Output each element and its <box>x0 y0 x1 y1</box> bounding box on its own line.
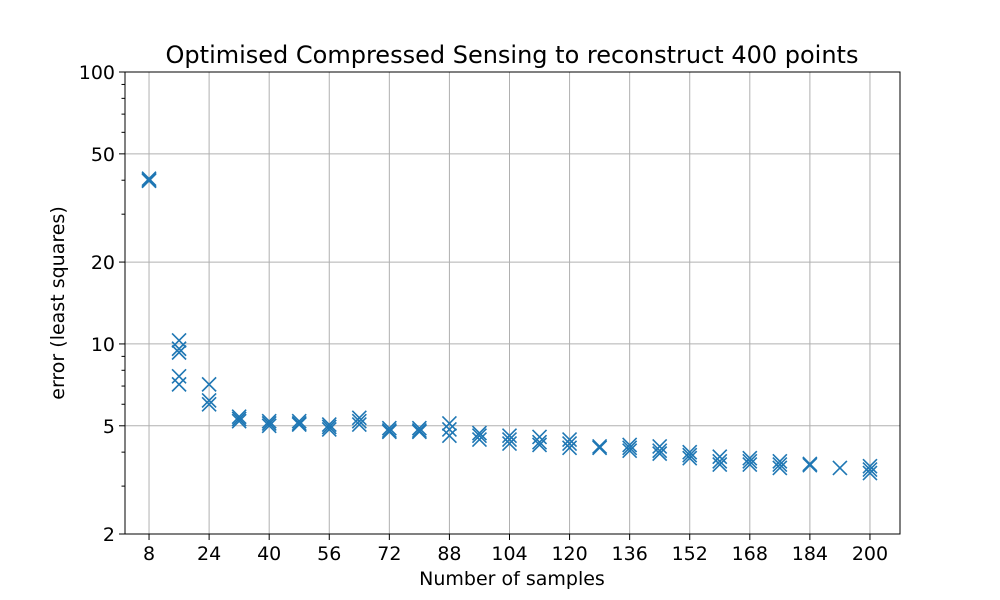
x-tick-label: 24 <box>197 543 221 565</box>
data-point <box>832 460 848 476</box>
x-tick-label: 136 <box>612 543 648 565</box>
data-point <box>682 444 698 460</box>
data-point <box>802 456 818 472</box>
tick-layer: 8 24 40 56 72 88 104 120 136 152 168 184 200 2 5 10 20 50… <box>79 62 888 565</box>
data-point <box>351 417 367 433</box>
data-point <box>531 434 548 450</box>
data-point <box>742 457 758 473</box>
x-tick-label: 104 <box>491 543 527 565</box>
data-point <box>381 420 397 436</box>
data-point <box>592 440 608 456</box>
data-point <box>411 424 427 440</box>
data-point <box>171 368 187 384</box>
data-point <box>652 438 668 454</box>
data-point <box>862 462 878 478</box>
data-point <box>291 415 307 432</box>
data-point <box>471 431 488 448</box>
data-point <box>141 173 157 189</box>
marker-layer <box>141 171 878 481</box>
x-tick-label: 56 <box>317 543 341 565</box>
data-point <box>381 424 397 440</box>
data-point <box>862 458 878 474</box>
data-point <box>261 418 277 434</box>
data-point <box>471 425 488 441</box>
data-point <box>562 436 578 452</box>
data-point <box>531 437 548 453</box>
y-axis-label: error (least squares) <box>47 206 69 400</box>
x-tick-label: 8 <box>143 543 155 565</box>
data-point <box>441 428 457 444</box>
data-point <box>201 392 217 408</box>
data-point <box>501 428 518 444</box>
x-tick-label: 88 <box>437 543 461 565</box>
y-tick-label: 10 <box>91 334 115 356</box>
data-point <box>231 413 247 429</box>
x-tick-label: 184 <box>792 543 828 565</box>
data-point <box>441 415 457 432</box>
data-point <box>201 376 217 392</box>
y-tick-label: 5 <box>103 416 115 438</box>
data-point <box>682 447 698 463</box>
data-point <box>231 411 247 427</box>
data-point <box>622 443 638 459</box>
data-point <box>291 417 307 433</box>
data-point <box>231 409 247 425</box>
data-point <box>141 171 157 187</box>
data-point <box>501 431 518 448</box>
data-point <box>321 419 337 435</box>
data-point <box>351 413 367 429</box>
data-point <box>261 413 277 429</box>
data-point <box>291 413 307 429</box>
chart-title: Optimised Compressed Sensing to reconstr… <box>166 41 859 69</box>
data-point <box>381 423 397 439</box>
data-point <box>712 457 728 473</box>
plot-frame <box>124 71 901 535</box>
data-point <box>471 428 488 444</box>
data-point <box>171 376 187 392</box>
data-point <box>531 429 548 445</box>
data-point <box>682 450 698 466</box>
data-point <box>742 453 758 469</box>
data-point <box>772 453 788 469</box>
y-tick-label: 50 <box>91 144 115 166</box>
data-point <box>772 460 788 476</box>
x-tick-label: 120 <box>551 543 587 565</box>
x-axis-label: Number of samples <box>419 568 605 590</box>
data-point <box>862 465 878 481</box>
data-point <box>772 457 788 473</box>
data-point <box>712 453 728 469</box>
x-tick-label: 200 <box>852 543 888 565</box>
data-point <box>261 415 277 432</box>
data-point <box>652 446 668 462</box>
data-point <box>622 437 638 453</box>
data-point <box>592 438 608 454</box>
data-point <box>652 443 668 459</box>
y-tick-label: 100 <box>79 62 115 84</box>
data-point <box>742 450 758 466</box>
y-tick-label: 2 <box>103 524 115 546</box>
data-point <box>171 344 187 361</box>
data-point <box>171 341 187 357</box>
data-point <box>441 421 457 437</box>
data-point <box>712 449 728 465</box>
x-tick-label: 72 <box>377 543 401 565</box>
data-point <box>411 420 427 436</box>
data-point <box>622 440 638 456</box>
data-point <box>501 436 518 452</box>
data-point <box>351 410 367 426</box>
data-point <box>562 440 578 456</box>
data-point <box>321 421 337 437</box>
data-point <box>411 423 427 439</box>
data-point <box>802 457 818 473</box>
data-point <box>201 396 217 412</box>
x-tick-label: 40 <box>257 543 281 565</box>
data-point <box>321 417 337 433</box>
y-tick-label: 20 <box>91 252 115 274</box>
data-point <box>171 332 187 349</box>
x-tick-label: 152 <box>672 543 708 565</box>
x-tick-label: 168 <box>732 543 768 565</box>
